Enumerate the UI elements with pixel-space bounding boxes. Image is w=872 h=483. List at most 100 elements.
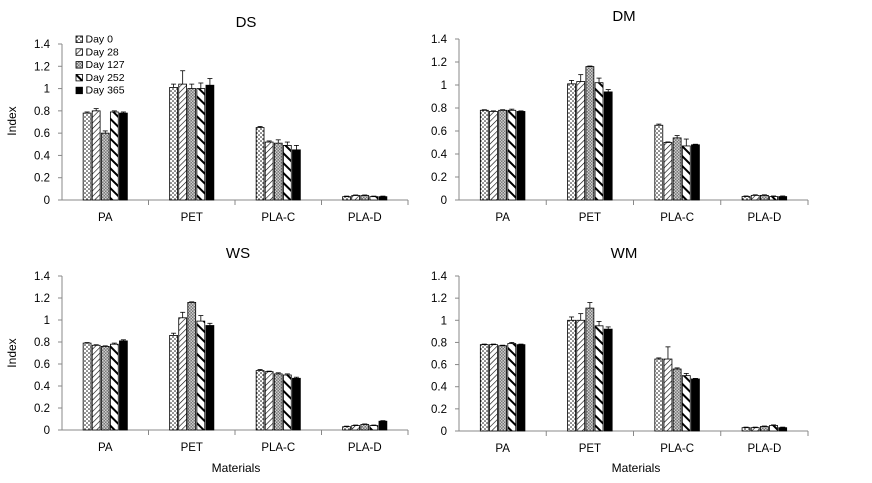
bar-day-252-pla-d <box>369 425 379 431</box>
bar-day-0-pet <box>169 87 178 201</box>
chart-title: DM <box>612 8 635 25</box>
x-tick-label: PA <box>495 212 510 224</box>
bar-day-365-pla-c <box>691 144 700 201</box>
bar-day-365-pet <box>205 325 215 431</box>
legend-label: Day 365 <box>86 85 125 97</box>
bar-day-0-pa <box>479 109 489 201</box>
bar-day-252-pla-c <box>681 375 691 432</box>
bar-day-28-pet <box>178 317 188 431</box>
bar-day-365-pla-d <box>378 420 388 431</box>
bar-day-28-pet <box>576 319 586 432</box>
bar-day-0-pa <box>479 344 489 432</box>
bar-day-127-pla-c <box>672 368 682 432</box>
bar-day-365-pa <box>516 111 526 201</box>
bar-day-252-pa <box>109 111 119 201</box>
y-tick-label: 0.8 <box>34 106 50 118</box>
x-tick-label: PET <box>181 212 203 224</box>
x-tick-label: PLA-C <box>660 212 694 224</box>
bar-day-0-pla-d <box>342 426 351 431</box>
y-tick-label: 0.2 <box>34 173 50 185</box>
bar-day-252-pet <box>594 325 604 432</box>
legend-label: Day 127 <box>86 59 125 71</box>
legend-label: Day 28 <box>86 46 119 58</box>
y-tick-label: 0.2 <box>431 404 447 416</box>
y-tick-label: 0.4 <box>34 150 51 162</box>
bar-day-0-pla-c <box>255 370 265 431</box>
bar-day-252-pa <box>507 109 517 201</box>
bar-day-365-pa <box>516 344 526 432</box>
bar-day-365-pet <box>603 328 613 432</box>
y-tick-label: 0.6 <box>431 126 447 138</box>
y-tick-label: 1.4 <box>431 271 448 283</box>
bar-day-0-pla-c <box>654 358 664 432</box>
bar-day-127-pet <box>585 307 595 432</box>
bar-day-28-pa <box>91 110 101 201</box>
x-tick-label: PLA-D <box>348 212 382 224</box>
chart-title: DS <box>236 14 257 31</box>
y-tick-label: 0.6 <box>34 128 50 140</box>
bar-day-252-pet <box>196 320 206 431</box>
bar-day-365-pla-c <box>691 378 700 432</box>
y-tick-label: 0.8 <box>431 103 447 115</box>
bar-day-0-pla-d <box>741 196 751 201</box>
y-tick-label: 1.4 <box>34 39 51 51</box>
bar-day-28-pla-d <box>351 425 361 431</box>
x-tick-label: PA <box>98 442 113 454</box>
bar-day-252-pla-c <box>282 374 292 431</box>
y-tick-label: 0 <box>441 195 447 207</box>
bar-day-28-pla-c <box>663 142 673 201</box>
legend-label: Day 252 <box>86 72 125 84</box>
y-tick-label: 0.4 <box>431 149 448 161</box>
y-tick-label: 1 <box>44 84 50 96</box>
bar-day-127-pla-d <box>360 424 370 431</box>
y-tick-label: 0.8 <box>34 337 50 349</box>
bar-day-252-pla-d <box>769 425 778 432</box>
x-tick-label: PLA-D <box>747 443 781 455</box>
bar-day-365-pla-c <box>292 149 301 201</box>
bar-day-0-pet <box>169 334 178 431</box>
bar-day-365-pla-d <box>778 196 788 201</box>
bar-day-0-pa <box>82 112 92 201</box>
y-tick-label: 0.6 <box>431 360 447 372</box>
bar-day-0-pla-d <box>741 427 751 432</box>
bar-day-365-pa <box>119 340 128 431</box>
y-tick-label: 0.4 <box>431 382 448 394</box>
bar-day-365-pla-d <box>378 196 388 201</box>
bar-day-28-pla-d <box>351 195 361 201</box>
legend-swatch <box>75 48 83 56</box>
bar-day-127-pa <box>498 345 508 432</box>
x-tick-label: PET <box>181 442 203 454</box>
y-tick-label: 1 <box>44 315 50 327</box>
bar-day-0-pa <box>82 342 92 431</box>
legend-swatch <box>75 86 83 95</box>
bar-day-0-pla-d <box>342 196 351 201</box>
y-tick-label: 0.2 <box>431 172 447 184</box>
bar-day-0-pet <box>567 319 576 432</box>
y-axis-label: Index <box>5 106 19 135</box>
panel-dm: DM 0 0.2 0.4 0.6 0.8 1 1.2 1.4 PA PET PLA-C PLA-D <box>431 8 809 224</box>
y-tick-label: 1.2 <box>431 57 447 69</box>
bar-day-28-pla-d <box>750 427 760 432</box>
y-tick-label: 0.4 <box>34 381 51 393</box>
x-axis-label: Materials <box>212 461 261 475</box>
y-tick-label: 1.4 <box>34 271 51 283</box>
bar-day-28-pet <box>576 81 586 201</box>
bar-day-252-pet <box>594 82 604 201</box>
bar-day-127-pla-c <box>672 137 682 201</box>
bar-day-127-pet <box>585 66 595 201</box>
bar-day-127-pla-d <box>360 195 370 201</box>
bar-day-127-pla-c <box>273 142 283 201</box>
bar-day-127-pet <box>187 301 197 431</box>
legend-swatch <box>75 74 83 82</box>
x-tick-label: PA <box>495 443 510 455</box>
plot-area: 0 0.2 0.4 0.6 0.8 1 1.2 1.4 PA PET PLA-C PLA-D <box>431 271 809 455</box>
legend-swatch <box>75 61 83 69</box>
bar-day-365-pla-c <box>292 377 301 431</box>
bar-day-127-pla-d <box>759 426 769 432</box>
panel-ws: WS Index Materials 0 0.2 0.4 0.6 0.8 1 1.2 1.4 P… <box>5 245 409 475</box>
bar-day-127-pla-c <box>273 373 283 431</box>
x-tick-label: PLA-D <box>747 212 781 224</box>
bar-day-365-pa <box>119 112 128 201</box>
bar-day-28-pla-d <box>750 194 760 201</box>
